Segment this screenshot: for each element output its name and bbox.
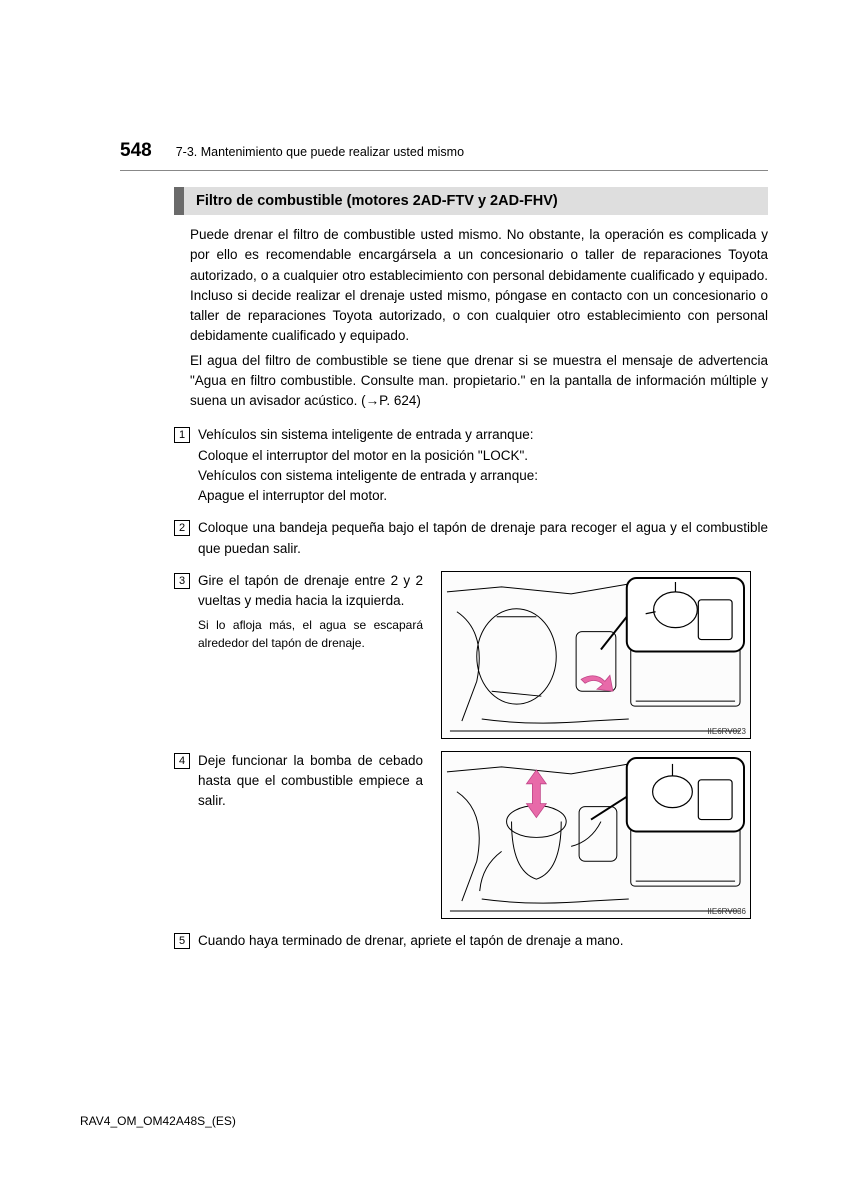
step-4: 4 Deje funcionar la bomba de cebado hast… <box>174 751 768 919</box>
diagram-drain-plug: IIE6RV023 <box>441 571 751 739</box>
page-number: 548 <box>120 140 152 162</box>
step-body: Vehículos sin sistema inteligente de ent… <box>198 425 768 506</box>
header-rule <box>120 170 768 171</box>
step-1-line-2: Coloque el interruptor del motor en la p… <box>198 446 768 466</box>
diagram-code: IIE6RV023 <box>707 727 746 736</box>
intro-paragraph-1: Puede drenar el filtro de combustible us… <box>190 225 768 347</box>
step-5: 5 Cuando haya terminado de drenar, aprie… <box>174 931 768 951</box>
diagram-priming-pump: IIE6RV036 <box>441 751 751 919</box>
section-title: Filtro de combustible (motores 2AD-FTV y… <box>174 187 768 215</box>
step-3: 3 Gire el tapón de drenaje entre 2 y 2 v… <box>174 571 768 739</box>
step-body: Coloque una bandeja pequeña bajo el tapó… <box>198 518 768 559</box>
diagram-code: IIE6RV036 <box>707 907 746 916</box>
step-1-line-3: Vehículos con sistema inteligente de ent… <box>198 466 768 486</box>
intro-paragraph-2: El agua del filtro de combustible se tie… <box>190 351 768 412</box>
step-number: 5 <box>174 933 190 949</box>
step-1-line-1: Vehículos sin sistema inteligente de ent… <box>198 425 768 445</box>
step-number: 3 <box>174 573 190 589</box>
engine-sketch-1 <box>442 572 750 739</box>
step-1: 1 Vehículos sin sistema inteligente de e… <box>174 425 768 506</box>
engine-sketch-2 <box>442 752 750 919</box>
step-3-text: Gire el tapón de drenaje entre 2 y 2 vue… <box>198 571 423 612</box>
breadcrumb: 7-3. Mantenimiento que puede realizar us… <box>176 145 464 159</box>
step-body: Cuando haya terminado de drenar, apriete… <box>198 931 768 951</box>
step-4-text: Deje funcionar la bomba de cebado hasta … <box>198 751 423 812</box>
step-1-line-4: Apague el interruptor del motor. <box>198 486 768 506</box>
step-number: 2 <box>174 520 190 536</box>
step-number: 1 <box>174 427 190 443</box>
step-number: 4 <box>174 753 190 769</box>
footer-document-code: RAV4_OM_OM42A48S_(ES) <box>80 1114 236 1128</box>
step-2: 2 Coloque una bandeja pequeña bajo el ta… <box>174 518 768 559</box>
step-3-note: Si lo afloja más, el agua se escapará al… <box>198 617 423 652</box>
